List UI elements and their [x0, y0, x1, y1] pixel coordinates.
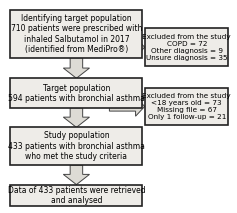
Text: Study population
433 patients with bronchial asthma
who met the study criteria: Study population 433 patients with bronc… — [8, 131, 145, 161]
FancyBboxPatch shape — [145, 88, 228, 125]
Polygon shape — [63, 108, 90, 127]
Polygon shape — [63, 58, 90, 78]
FancyBboxPatch shape — [10, 127, 142, 165]
Polygon shape — [63, 165, 90, 185]
Text: Excluded from the study
COPD = 72
Other diagnosis = 9
Unsure diagnosis = 35: Excluded from the study COPD = 72 Other … — [142, 34, 231, 61]
FancyBboxPatch shape — [10, 10, 142, 58]
Text: Target population
594 patients with bronchial asthma: Target population 594 patients with bron… — [8, 83, 145, 103]
Text: Data of 433 patients were retrieved
and analysed: Data of 433 patients were retrieved and … — [8, 186, 145, 205]
FancyBboxPatch shape — [10, 185, 142, 206]
Polygon shape — [109, 37, 145, 57]
FancyBboxPatch shape — [145, 28, 228, 66]
Polygon shape — [109, 97, 145, 116]
Text: Identifying target population
710 patients were prescribed with
inhaled Salbutam: Identifying target population 710 patien… — [11, 14, 142, 54]
FancyBboxPatch shape — [10, 78, 142, 108]
Text: Excluded from the study
<18 years old = 73
Missing file = 67
Only 1 follow-up = : Excluded from the study <18 years old = … — [142, 93, 231, 120]
